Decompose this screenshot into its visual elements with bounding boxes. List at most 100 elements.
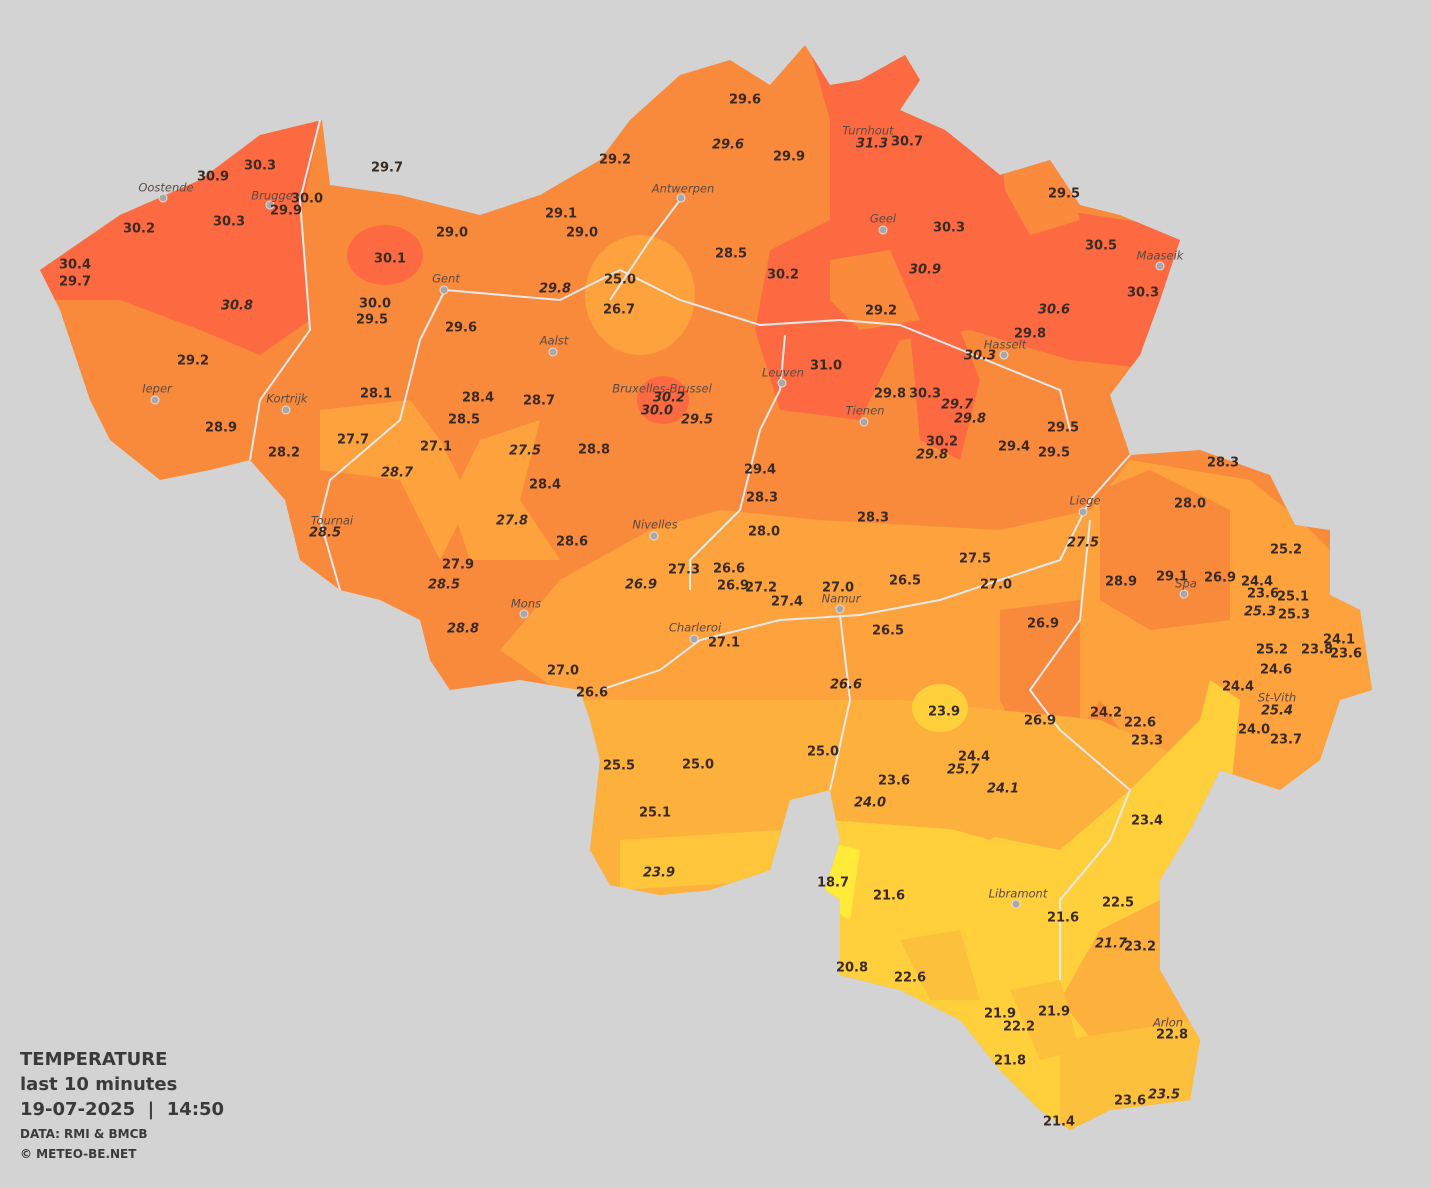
station-value: 28.5 [309,526,341,541]
station-value: 22.5 [1102,896,1134,911]
station-value: 23.4 [1131,814,1163,829]
station-value: 24.0 [854,796,886,811]
station-value: 23.9 [928,705,960,720]
station-value: 21.8 [994,1054,1026,1069]
station-value: 29.6 [729,93,761,108]
station-value: 27.5 [1067,536,1099,551]
station-value: 21.6 [873,889,905,904]
city-label: Namur [822,592,862,606]
station-value: 25.4 [1261,704,1293,719]
city-label: Maaseik [1137,249,1185,263]
station-value: 30.7 [891,135,923,150]
station-value: 27.4 [771,595,803,610]
city-dot [859,417,869,427]
city-label: Nivelles [632,518,677,532]
station-value: 29.5 [681,413,713,428]
station-value: 25.0 [807,745,839,760]
city-label: Gent [432,272,460,286]
city-label: Aalst [539,334,569,348]
station-value: 25.2 [1256,643,1288,658]
station-value: 26.5 [872,624,904,639]
station-value: 27.3 [668,563,700,578]
city-label: Tienen [846,404,885,418]
station-value: 27.1 [708,636,740,651]
station-value: 27.2 [745,581,777,596]
station-value: 28.9 [205,421,237,436]
station-value: 28.1 [360,387,392,402]
station-value: 24.4 [1222,680,1254,695]
city-label: St-Vith [1258,691,1296,705]
station-value: 22.6 [1124,716,1156,731]
stations: 29.629.629.931.3 30.729.229.730.330.930.0… [59,93,1362,1130]
city-label: Turnhout [842,124,894,138]
city-dot [548,347,558,357]
station-value: 30.2 [653,391,685,406]
city-label: Libramont [989,887,1048,901]
city-dot [1078,507,1088,517]
city-dot [649,531,659,541]
station-value: 23.9 [643,866,675,881]
station-value: 28.3 [746,491,778,506]
station-value: 29.7 [59,275,91,290]
station-value: 29.6 [445,321,477,336]
city-dot [150,395,160,405]
station-value: 31.0 [810,359,842,374]
city-label: Tournai [311,514,354,528]
station-value: 26.7 [603,303,635,318]
station-value: 30.9 [909,263,941,278]
station-value: 30.4 [59,258,91,273]
station-value: 29.8 [539,282,571,297]
legend: TEMPERATURE last 10 minutes 19-07-2025 |… [20,1049,224,1161]
city-dot [1179,589,1189,599]
station-value: 23.8 [1301,643,1333,658]
station-value: 29.9 [773,150,805,165]
city-dot [439,285,449,295]
station-value: 27.0 [980,578,1012,593]
city-label: Leuven [762,366,804,380]
station-value: 29.7 [941,398,974,413]
station-value: 26.9 [625,578,657,593]
city-label: Brugge [251,189,293,203]
station-value: 30.3 [244,159,276,174]
station-value: 29.1 [545,207,577,222]
station-value: 26.6 [713,562,745,577]
legend-credit: © METEO-BE.NET [20,1147,137,1161]
station-value: 26.6 [830,678,862,693]
station-value: 22.8 [1156,1028,1188,1043]
station-value: 28.9 [1105,575,1137,590]
station-value: 28.8 [447,622,479,637]
city-dot [878,225,888,235]
station-value: 30.3 [933,221,965,236]
station-value: 23.7 [1270,733,1302,748]
station-value: 29.2 [865,304,897,319]
station-value: 28.7 [381,466,414,481]
station-value: 28.4 [529,478,561,493]
station-value: 26.9 [1204,571,1236,586]
station-value: 25.5 [603,759,635,774]
city-label: Spa [1175,577,1197,591]
station-value: 23.6 [1114,1094,1146,1109]
cities: Oostende Brugge Antwerpen Turnhout Geel Maase… [138,124,1296,1030]
legend-timestamp: 19-07-2025 | 14:50 [20,1099,224,1120]
station-value: 18.7 [817,876,849,891]
station-value: 25.3 [1278,608,1310,623]
station-value: 29.8 [874,387,906,402]
station-value: 26.5 [889,574,921,589]
city-label: Kortrijk [266,392,309,406]
station-value: 26.9 [717,579,749,594]
station-value: 28.6 [556,535,588,550]
station-value: 21.4 [1043,1115,1075,1130]
city-label: Antwerpen [651,182,715,196]
station-value: 29.0 [436,226,468,241]
station-value: 27.5 [509,444,541,459]
station-value: 27.1 [420,440,452,455]
city-label: Mons [511,597,541,611]
boundaries [249,119,1132,980]
station-value: 24.4 [1241,575,1273,590]
station-value: 30.6 [1038,303,1070,318]
station-value: 20.8 [836,961,868,976]
city-label: Liege [1069,494,1100,508]
city-dot [1011,899,1021,909]
city-dot [689,634,699,644]
